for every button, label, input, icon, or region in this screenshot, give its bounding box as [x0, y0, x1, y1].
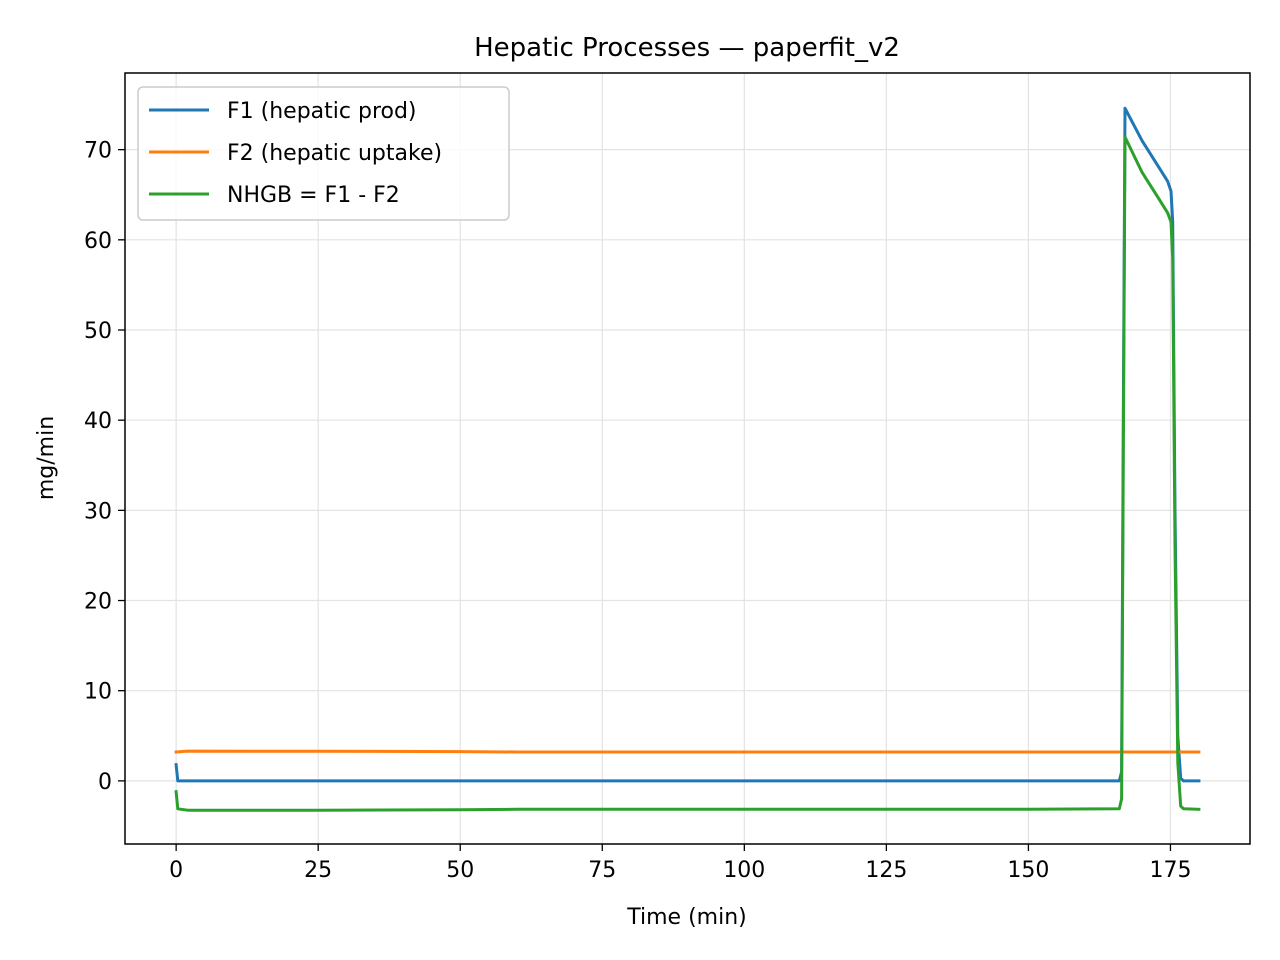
legend-label: NHGB = F1 - F2: [227, 183, 400, 208]
x-tick-label: 50: [446, 858, 474, 883]
x-tick-label: 0: [169, 858, 183, 883]
legend-entry-nhgb: NHGB = F1 - F2: [149, 183, 400, 208]
x-tick-label: 175: [1149, 858, 1191, 883]
y-tick-label: 70: [84, 139, 112, 164]
y-tick-label: 60: [84, 229, 112, 254]
x-tick-label: 25: [304, 858, 332, 883]
y-tick-label: 20: [84, 590, 112, 615]
legend-entry-f2: F2 (hepatic uptake): [149, 141, 442, 166]
y-axis-label: mg/min: [34, 416, 59, 500]
series-line-f2: [174, 749, 1201, 754]
chart-title: Hepatic Processes — paperfit_v2: [474, 33, 900, 63]
x-axis-label: Time (min): [626, 905, 747, 930]
y-tick-label: 40: [84, 409, 112, 434]
legend-label: F2 (hepatic uptake): [227, 141, 442, 166]
x-tick-label: 75: [588, 858, 616, 883]
legend-box: [137, 86, 510, 221]
series-lines: [174, 106, 1201, 812]
y-tick-label: 30: [84, 499, 112, 524]
y-tick-label: 0: [98, 770, 112, 795]
y-tick-label: 10: [84, 680, 112, 705]
x-tick-label: 100: [723, 858, 765, 883]
y-axis-ticks: 0 10 20 30 40 50 60 70: [84, 139, 125, 795]
x-tick-label: 150: [1007, 858, 1049, 883]
legend: F1 (hepatic prod) F2 (hepatic uptake) NHGB…: [137, 86, 510, 221]
x-axis-ticks: 0 25 50 75 100 125 150 175: [169, 844, 1191, 883]
legend-entry-f1: F1 (hepatic prod): [149, 99, 417, 124]
legend-entries: F1 (hepatic prod) F2 (hepatic uptake) NHGB…: [149, 99, 442, 208]
legend-label: F1 (hepatic prod): [227, 99, 417, 124]
x-tick-label: 125: [865, 858, 907, 883]
plot-area-frame: [124, 72, 1251, 845]
series-line-nhgb: [174, 135, 1201, 812]
y-tick-label: 50: [84, 319, 112, 344]
